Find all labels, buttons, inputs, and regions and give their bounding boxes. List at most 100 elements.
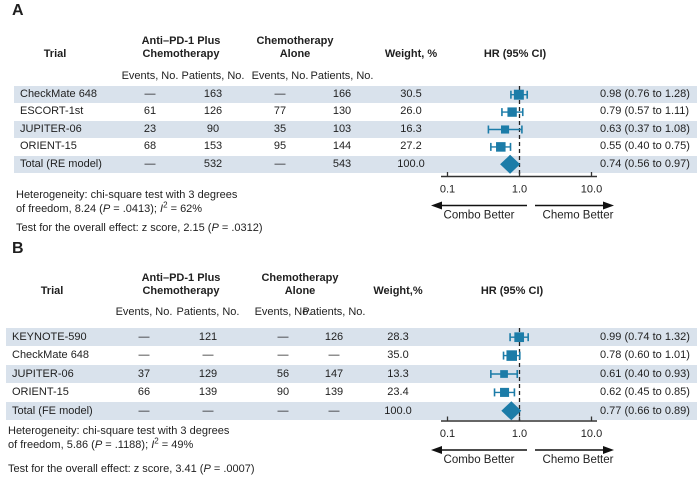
events-chemo-value: 56 <box>276 367 290 380</box>
patients-chemo-value: — <box>328 349 340 362</box>
hr-ci-value: 0.74 (0.56 to 0.97) <box>600 157 690 170</box>
footnote-text: 2 <box>163 200 168 210</box>
table-row: JUPITER-06 23 90 35 103 16.3 0.63 (0.37 to 1.0… <box>14 120 697 139</box>
events-combo-value: 66 <box>137 386 151 399</box>
axis-tick-label: 1.0 <box>512 428 527 440</box>
footnote-text: = .0312) <box>218 222 263 234</box>
footnote-text: I <box>160 203 164 215</box>
hr-header: HR (95% CI) <box>483 48 547 60</box>
trial-name: ORIENT-15 <box>20 140 77 153</box>
patients-combo-value: — <box>202 404 214 417</box>
hr-ci-value: 0.55 (0.40 to 0.75) <box>600 140 690 153</box>
events-combo-value: — <box>138 331 150 343</box>
patients-combo-value: 90 <box>206 122 220 135</box>
events-chemo-value: — <box>274 157 286 170</box>
trial-name: ESCORT-1st <box>20 105 84 118</box>
events-combo-value: 68 <box>143 140 157 153</box>
trial-name: JUPITER-06 <box>20 122 82 135</box>
chemo-better-label: Chemo Better <box>543 210 614 222</box>
table-row: JUPITER-06 37 129 56 147 13.3 0.61 (0.40 to 0.… <box>6 364 697 384</box>
patients-chemo-value: 144 <box>332 140 352 153</box>
panel-label: A <box>12 2 24 19</box>
patients-chemo-value: 543 <box>332 157 352 170</box>
hr-ci-value: 0.63 (0.37 to 1.08) <box>600 122 690 135</box>
axis-tick-label: 1.0 <box>512 184 527 196</box>
trial-header: Trial <box>43 48 67 60</box>
subcolumn-header: Events, No. <box>115 306 173 318</box>
subcolumn-header: Events, No. <box>121 70 179 82</box>
trial-name: KEYNOTE-590 <box>12 331 87 343</box>
footnote-text: Heterogeneity: chi-square test with 3 de… <box>8 425 230 451</box>
combo-group-header: Anti–PD-1 Plus <box>141 35 221 47</box>
axis-tick-label: 0.1 <box>440 428 455 440</box>
heterogeneity-note: Heterogeneity: chi-square test with 3 de… <box>16 188 237 216</box>
overall-effect-note: Test for the overall effect: z score, 2.… <box>16 221 263 235</box>
events-combo-value: — <box>144 157 156 170</box>
footnote-text: = .1188); <box>102 439 152 451</box>
hr-ci-value: 0.77 (0.66 to 0.89) <box>600 404 690 417</box>
patients-combo-value: 129 <box>198 367 218 380</box>
subcolumn-header: Patients, No. <box>176 306 240 318</box>
patients-chemo-value: 126 <box>324 331 344 343</box>
combo-arrowhead-icon <box>431 446 442 454</box>
heterogeneity-note: Heterogeneity: chi-square test with 3 de… <box>8 424 229 452</box>
events-combo-value: — <box>138 404 150 417</box>
weight-value: 28.3 <box>387 331 409 343</box>
chemo-group-header: Chemotherapy <box>256 35 334 47</box>
hr-ci-value: 0.61 (0.40 to 0.93) <box>600 367 690 380</box>
footnote-text: P <box>102 203 111 215</box>
events-chemo-value: — <box>277 349 289 362</box>
events-combo-value: 37 <box>137 367 151 380</box>
trial-name: JUPITER-06 <box>12 367 74 380</box>
footnote-text: P <box>94 439 103 451</box>
events-combo-value: — <box>138 349 150 362</box>
patients-combo-value: 163 <box>203 88 223 100</box>
weight-header: Weight, % <box>384 48 438 60</box>
events-chemo-value: 77 <box>273 105 287 118</box>
footnote-text: = 49% <box>158 439 194 451</box>
table-row: ORIENT-15 68 153 95 144 27.2 0.55 (0.40 to 0.7… <box>14 138 697 155</box>
patients-chemo-value: 166 <box>332 88 352 100</box>
chemo-group-header: Chemotherapy <box>261 272 339 284</box>
trial-name: CheckMate 648 <box>12 349 90 362</box>
trial-name: ORIENT-15 <box>12 386 69 399</box>
chemo-better-label: Chemo Better <box>543 454 614 466</box>
patients-combo-value: — <box>202 349 214 362</box>
table-row: Total (FE model) — — — — 100.0 0.77 (0.66 to 0… <box>6 401 697 420</box>
patients-chemo-value: 130 <box>332 105 352 118</box>
events-combo-value: — <box>144 88 156 100</box>
patients-chemo-value: 103 <box>332 122 352 135</box>
patients-combo-value: 121 <box>198 331 218 343</box>
weight-value: 35.0 <box>387 349 409 362</box>
footnote-text: 2 <box>154 436 159 446</box>
footnote-text: P <box>203 463 211 475</box>
weight-value: 30.5 <box>400 88 422 100</box>
hr-header: HR (95% CI) <box>480 285 544 297</box>
events-chemo-value: 90 <box>276 386 290 399</box>
events-chemo-value: — <box>277 404 289 417</box>
patients-chemo-value: 139 <box>324 386 344 399</box>
hr-ci-value: 0.62 (0.45 to 0.85) <box>600 386 690 399</box>
hr-ci-value: 0.99 (0.74 to 1.32) <box>600 331 690 343</box>
footnote-text: = .0413); <box>110 203 161 215</box>
events-combo-value: 61 <box>143 105 157 118</box>
footnote-text: = 62% <box>167 203 203 215</box>
combo-arrowhead-icon <box>431 201 442 210</box>
footnote-text: Test for the overall effect: z score, 3.… <box>8 463 204 475</box>
subcolumn-header: Events, No. <box>254 306 312 318</box>
combo-better-label: Combo Better <box>444 454 515 466</box>
events-chemo-value: 35 <box>273 122 287 135</box>
combo-group-header: Chemotherapy <box>142 285 220 297</box>
weight-value: 27.2 <box>400 140 422 153</box>
patients-combo-value: 126 <box>203 105 223 118</box>
trial-name: Total (RE model) <box>20 157 102 170</box>
subcolumn-header: Patients, No. <box>310 70 374 82</box>
footnote-text: I <box>151 439 155 451</box>
axis-tick-label: 10.0 <box>581 428 602 440</box>
table-row: ORIENT-15 66 139 90 139 23.4 0.62 (0.45 to 0.8… <box>6 383 697 401</box>
weight-value: 16.3 <box>400 122 422 135</box>
patients-combo-value: 532 <box>203 157 223 170</box>
chemo-arrowhead-icon <box>603 201 614 210</box>
events-chemo-value: — <box>274 88 286 100</box>
